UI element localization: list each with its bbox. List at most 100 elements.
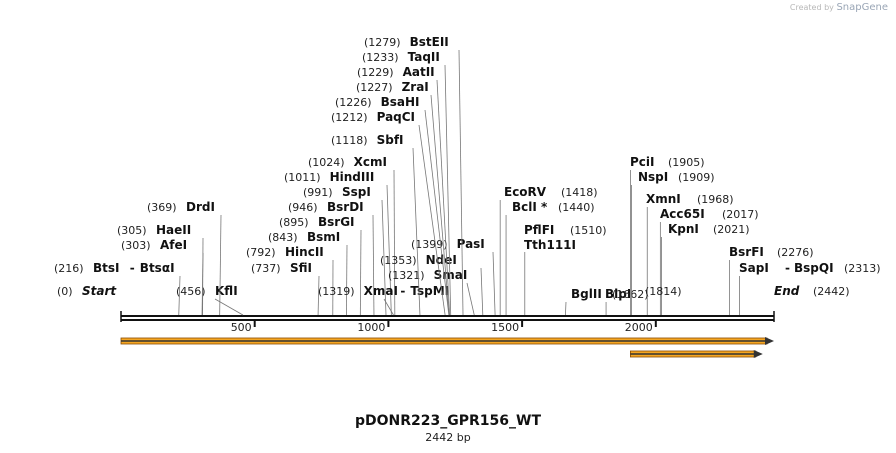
site-kfli-name: KflI (215, 284, 238, 298)
site-ndei-position: (1353) (380, 254, 417, 267)
site-bsrgi-leader (359, 229, 362, 316)
site-sfii-leader (317, 275, 320, 316)
site-blpi-name: BlpI (605, 287, 631, 301)
site-paqci-leader (418, 124, 446, 316)
site-sbfi-leader (412, 147, 421, 316)
site-bcli-name: BclI * (512, 200, 548, 214)
site-aatii-leader (436, 79, 451, 316)
site-paqci-name: PaqCI (377, 110, 415, 124)
site-xmni-name: XmnI (646, 192, 681, 206)
site-acc65i-position: (2017) (722, 208, 759, 221)
site-bsrfi-position: (2276) (777, 246, 814, 259)
site-sbfi-name: SbfI (377, 133, 404, 147)
site-hincii-name: HincII (285, 245, 324, 259)
site-sapi-separator: - (785, 261, 790, 275)
axis-tick-label: 500 (231, 321, 252, 334)
site-bsteii-position: (1279) (364, 36, 401, 49)
site-drdi-name: DrdI (186, 200, 215, 214)
site-hincii-position: (792) (246, 246, 276, 259)
snapgene-credit: Created by SnapGene (790, 2, 888, 13)
site-sspi-name: SspI (342, 185, 371, 199)
site-smai-name: SmaI (434, 268, 468, 282)
site-taqii-position: (1233) (362, 51, 399, 64)
axis-tick-label: 2000 (625, 321, 653, 334)
site-xmai-position: (1319) (318, 285, 355, 298)
site-bsmi-name: BsmI (307, 230, 340, 244)
site-afei-position: (303) (121, 239, 151, 252)
site-haeii-name: HaeII (156, 223, 191, 237)
site-hindiii-name: HindIII (330, 170, 375, 184)
site-bsmi-leader (346, 244, 348, 316)
site-xmni-position: (1968) (697, 193, 734, 206)
site-bsahi-position: (1226) (335, 96, 372, 109)
site-xmai-name: XmaI (364, 284, 398, 298)
site-aatii-position: (1229) (357, 66, 394, 79)
site-drdi-position: (369) (147, 201, 177, 214)
site-bsrgi-position: (895) (279, 216, 309, 229)
site-bsrdi-name: BsrDI (327, 200, 364, 214)
end-position: (2442) (813, 285, 850, 298)
site-bsteii-leader (458, 49, 464, 316)
start-position: (0) (57, 285, 73, 298)
site-bsteii-name: BstEII (410, 35, 449, 49)
site-kfli-position: (456) (176, 285, 206, 298)
site-bsrdi-leader (372, 214, 375, 316)
site-hindiii-position: (1011) (284, 171, 321, 184)
site-sspi-leader (381, 199, 387, 316)
site-ndei-name: NdeI (426, 253, 457, 267)
site-blpi-right-position: (1814) (645, 285, 682, 298)
plasmid-length: 2442 bp (425, 431, 471, 444)
site-sspi-position: (991) (303, 186, 333, 199)
site-btsi-leader (178, 275, 181, 316)
site-ecorv-name: EcoRV (504, 185, 547, 199)
site-pflfi-position: (1510) (570, 224, 607, 237)
site-zrai-leader (430, 94, 450, 316)
site-bsrfi-name: BsrFI (729, 245, 764, 259)
site-paqci-position: (1212) (331, 111, 368, 124)
site-sapi-name: SapI (739, 261, 769, 275)
site-sapi-position: (2313) (844, 262, 881, 275)
site-nspi-name: NspI (638, 170, 668, 184)
site-pasi-name: PasI (457, 237, 485, 251)
site-xcmi-name: XcmI (354, 155, 387, 169)
site-drdi-leader (219, 214, 222, 316)
site-sapi-name2: BspQI (794, 261, 834, 275)
site-pcii-name: PciI (630, 155, 655, 169)
end-label: End (774, 284, 800, 298)
feature-orf-arrow-head (753, 350, 763, 358)
feature-main-arrow-head (765, 337, 774, 345)
site-bsrdi-position: (946) (288, 201, 318, 214)
site-zrai-position: (1227) (356, 81, 393, 94)
site-xmai-separator: - (400, 284, 405, 298)
site-pflfi-name-line2: Tth111I (524, 238, 576, 252)
start-label: Start (82, 284, 117, 298)
site-bsrgi-name: BsrGI (318, 215, 355, 229)
site-afei-name: AfeI (160, 238, 187, 252)
site-btsi-name: BtsI (93, 261, 120, 275)
site-taqii-leader (444, 64, 452, 316)
site-nspi-position: (1909) (678, 171, 715, 184)
site-ndei-leader (480, 267, 484, 316)
site-sfii-name: SfiI (290, 261, 312, 275)
site-xmai-leader (383, 298, 394, 316)
site-haeii-position: (305) (117, 224, 147, 237)
site-bsahi-leader (424, 109, 450, 316)
snapgene-logo: SnapGene (836, 2, 888, 13)
site-pasi-leader (492, 251, 496, 316)
site-xmai-name2: TspMI (410, 284, 449, 298)
site-acc65i-name: Acc65I (660, 207, 705, 221)
site-bcli-position: (1440) (558, 201, 595, 214)
site-kfli-leader (214, 298, 244, 316)
site-bglii-name: BglII (571, 287, 602, 301)
site-xcmi-leader (393, 169, 396, 316)
site-pflfi-name: PflFI (524, 223, 554, 237)
site-pcii-position: (1905) (668, 156, 705, 169)
site-btsi-position: (216) (54, 262, 84, 275)
site-sfii-position: (737) (251, 262, 281, 275)
site-bglii-leader (565, 301, 567, 316)
site-smai-position: (1321) (388, 269, 425, 282)
site-bsahi-name: BsaHI (381, 95, 420, 109)
site-btsi-name2: BtsαI (140, 261, 175, 275)
site-ecorv-position: (1418) (561, 186, 598, 199)
site-sbfi-position: (1118) (331, 134, 368, 147)
